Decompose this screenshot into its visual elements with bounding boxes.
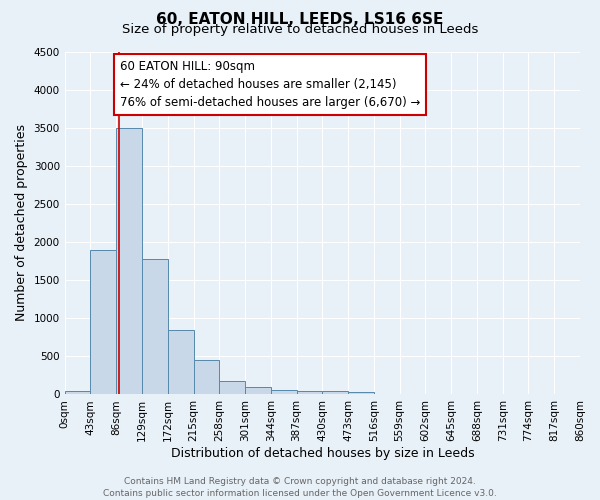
Bar <box>168 330 193 394</box>
Y-axis label: Number of detached properties: Number of detached properties <box>15 124 28 322</box>
Bar <box>296 390 322 394</box>
Bar <box>116 128 142 394</box>
Bar <box>65 390 91 394</box>
Bar <box>193 360 219 394</box>
Text: Size of property relative to detached houses in Leeds: Size of property relative to detached ho… <box>122 22 478 36</box>
Bar <box>142 259 168 394</box>
Bar <box>271 390 296 394</box>
Bar <box>245 387 271 394</box>
Text: 60 EATON HILL: 90sqm
← 24% of detached houses are smaller (2,145)
76% of semi-de: 60 EATON HILL: 90sqm ← 24% of detached h… <box>120 60 420 109</box>
Bar <box>91 250 116 394</box>
Text: 60, EATON HILL, LEEDS, LS16 6SE: 60, EATON HILL, LEEDS, LS16 6SE <box>157 12 443 28</box>
Bar <box>219 381 245 394</box>
Bar <box>348 392 374 394</box>
Bar <box>322 392 348 394</box>
X-axis label: Distribution of detached houses by size in Leeds: Distribution of detached houses by size … <box>170 447 474 460</box>
Text: Contains HM Land Registry data © Crown copyright and database right 2024.
Contai: Contains HM Land Registry data © Crown c… <box>103 476 497 498</box>
